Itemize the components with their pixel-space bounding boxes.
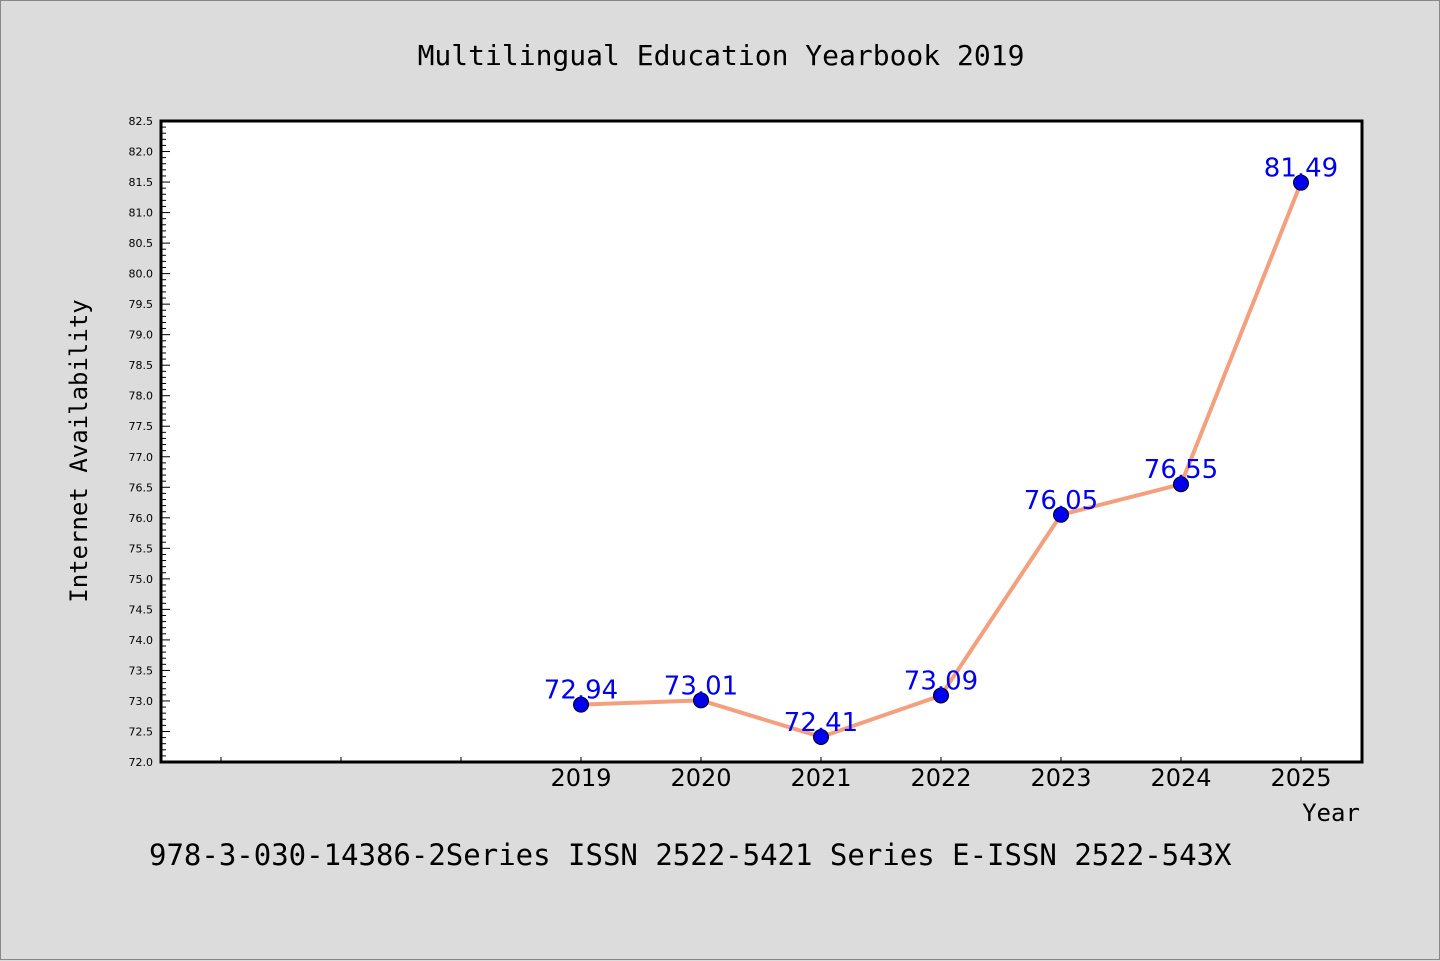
y-tick-label: 81.0 — [129, 207, 154, 220]
data-label: 81.49 — [1264, 154, 1338, 184]
y-tick-label: 75.0 — [129, 573, 154, 586]
y-tick-label: 79.0 — [129, 329, 154, 342]
data-label: 72.94 — [544, 676, 618, 706]
x-axis: 2019 2020 2021 2022 2023 2024 2025 — [220, 757, 1332, 792]
y-tick-label: 75.5 — [129, 542, 154, 555]
y-tick-label: 78.5 — [129, 359, 154, 372]
data-point — [933, 687, 949, 704]
x-tick-label: 2024 — [1150, 764, 1211, 792]
y-tick-label: 80.5 — [129, 237, 154, 250]
data-label: 73.01 — [664, 671, 738, 701]
data-label: 76.05 — [1024, 486, 1098, 516]
x-tick-label: 2021 — [790, 764, 851, 792]
series-group — [573, 174, 1309, 745]
data-labels: 72.94 73.01 72.41 73.09 76.05 76.55 81.49 — [544, 154, 1338, 738]
y-tick-label: 76.0 — [129, 512, 154, 525]
y-tick-label: 82.5 — [129, 115, 154, 128]
y-tick-label: 73.5 — [129, 664, 154, 677]
y-tick-label: 76.5 — [129, 481, 154, 494]
data-point — [693, 692, 709, 709]
y-tick-label: 74.0 — [129, 634, 154, 647]
y-tick-label: 82.0 — [129, 146, 154, 159]
x-tick-label: 2023 — [1030, 764, 1091, 792]
y-tick-label: 80.0 — [129, 268, 154, 281]
plot-area — [159, 119, 1364, 764]
y-tick-label: 77.0 — [129, 451, 154, 464]
data-point — [1173, 476, 1189, 493]
x-tick-label: 2019 — [550, 764, 611, 792]
y-tick-label: 77.5 — [129, 420, 154, 433]
data-point — [1053, 506, 1069, 523]
y-tick-label: 78.0 — [129, 390, 154, 403]
x-tick-label: 2022 — [910, 764, 971, 792]
y-axis-label: Internet Availability — [65, 299, 93, 602]
footer-text: 978-3-030-14386-2Series ISSN 2522-5421 S… — [149, 838, 1232, 872]
data-label: 76.55 — [1144, 455, 1218, 485]
data-label: 72.41 — [784, 708, 858, 738]
y-axis: 72.0 72.5 73.0 73.5 74.0 74.5 75.0 75.5 76.0 76.5… — [129, 115, 170, 769]
x-axis-label: Year — [1302, 799, 1360, 827]
y-tick-label: 72.5 — [129, 725, 154, 738]
data-point — [813, 728, 829, 745]
data-label: 73.09 — [904, 666, 978, 696]
y-tick-label: 73.0 — [129, 695, 154, 708]
x-tick-label: 2025 — [1270, 764, 1331, 792]
y-tick-label: 74.5 — [129, 603, 154, 616]
x-tick-label: 2020 — [670, 764, 731, 792]
data-point — [573, 696, 589, 713]
data-point — [1293, 174, 1309, 191]
y-tick-label: 79.5 — [129, 298, 154, 311]
y-tick-label: 72.0 — [129, 756, 154, 769]
y-tick-label: 81.5 — [129, 176, 154, 189]
chart-title: Multilingual Education Yearbook 2019 — [418, 39, 1025, 72]
